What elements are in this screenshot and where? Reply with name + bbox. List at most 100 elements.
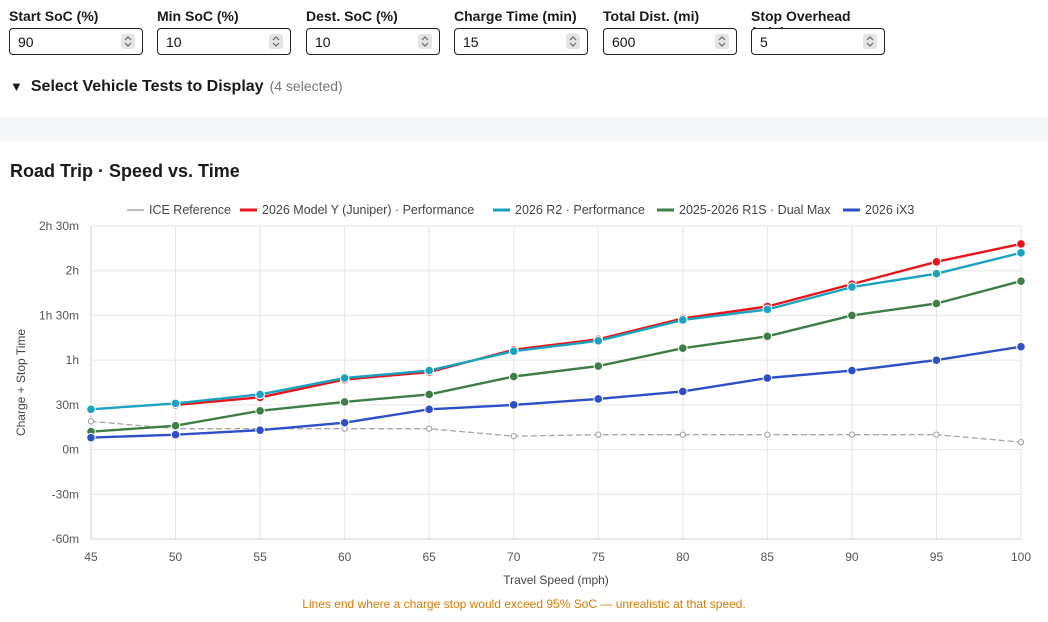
total-dist-input[interactable] <box>604 29 712 54</box>
total-dist-box[interactable] <box>603 28 737 55</box>
data-point <box>847 365 857 376</box>
min-soc-stepper[interactable] <box>269 34 283 49</box>
x-tick-label: 50 <box>169 550 183 564</box>
dest-soc-box[interactable] <box>306 28 440 55</box>
data-point <box>595 431 602 438</box>
x-tick-label: 55 <box>253 550 267 564</box>
dest-soc-stepper[interactable] <box>418 34 432 49</box>
data-point <box>931 298 942 309</box>
start-soc-field: Start SoC (%) <box>9 8 145 55</box>
y-tick-label: 30m <box>56 398 79 412</box>
total-dist-field: Total Dist. (mi) <box>603 8 739 55</box>
start-soc-box[interactable] <box>9 28 143 55</box>
data-point <box>593 361 604 371</box>
y-tick-label: 2h 30m <box>39 219 79 233</box>
min-soc-field: Min SoC (%) <box>157 8 293 55</box>
x-tick-label: 100 <box>1011 550 1031 564</box>
data-point <box>678 343 688 354</box>
charge-time-input[interactable] <box>455 29 563 54</box>
disclosure-triangle-icon: ▼ <box>10 79 23 94</box>
dest-soc-input[interactable] <box>307 29 415 54</box>
data-point <box>931 256 942 267</box>
x-tick-label: 65 <box>423 550 437 564</box>
data-point <box>86 404 96 415</box>
x-tick-label: 75 <box>592 550 606 564</box>
x-tick-label: 60 <box>338 550 352 564</box>
x-tick-label: 85 <box>761 550 775 564</box>
data-point <box>339 373 350 383</box>
dest-soc-field: Dest. SoC (%) <box>306 8 442 55</box>
data-point <box>848 431 856 438</box>
data-point <box>933 431 940 438</box>
data-point <box>678 386 688 397</box>
stop-overhead-input[interactable] <box>752 29 860 54</box>
data-point <box>679 431 687 438</box>
y-tick-label: -30m <box>52 487 79 501</box>
stop-overhead-stepper[interactable] <box>863 34 877 49</box>
chart-title: Road Trip · Speed vs. Time <box>10 161 240 181</box>
legend-entry: 2025-2026 R1S · Dual Max <box>679 203 831 217</box>
charge-time-stepper[interactable] <box>566 34 580 49</box>
y-tick-label: 0m <box>62 443 79 457</box>
charge-time-label: Charge Time (min) <box>454 8 577 24</box>
data-point <box>593 394 604 404</box>
data-point <box>593 335 604 346</box>
legend-entry: 2026 iX3 <box>865 203 914 217</box>
data-point <box>510 432 517 440</box>
charge-time-field: Charge Time (min) <box>454 8 590 55</box>
data-point <box>424 404 434 415</box>
data-point <box>1017 438 1025 446</box>
data-point <box>255 406 265 416</box>
stepper-arrows-icon <box>272 36 280 47</box>
data-point <box>424 389 434 400</box>
data-point <box>255 389 265 400</box>
data-point <box>931 355 942 365</box>
x-tick-label: 95 <box>930 550 944 564</box>
stepper-arrows-icon <box>866 36 874 47</box>
data-point <box>424 365 434 376</box>
stepper-arrows-icon <box>421 36 429 47</box>
data-point <box>764 431 771 438</box>
chart-footnote: Lines end where a charge stop would exce… <box>302 597 746 611</box>
stop-overhead-label: Stop Overhead (min) <box>751 8 851 40</box>
series-line <box>90 420 1022 443</box>
section-divider <box>0 118 1048 141</box>
start-soc-stepper[interactable] <box>121 34 135 49</box>
y-tick-label: 1h <box>66 353 79 367</box>
data-point <box>255 425 265 435</box>
min-soc-label: Min SoC (%) <box>157 8 239 24</box>
x-tick-label: 80 <box>676 550 690 564</box>
controls-bar: Start SoC (%) Min SoC (%) Dest. SoC (%) … <box>0 0 1048 118</box>
data-point <box>678 315 688 325</box>
data-point <box>847 310 857 321</box>
stepper-arrows-icon <box>569 36 577 47</box>
stepper-arrows-icon <box>718 36 726 47</box>
data-point <box>762 331 773 342</box>
data-point <box>170 398 181 409</box>
legend-entry: 2026 Model Y (Juniper) · Performance <box>262 203 474 217</box>
y-axis-label: Charge + Stop Time <box>14 329 28 436</box>
data-point <box>87 418 95 425</box>
series-line <box>89 279 1023 433</box>
data-point <box>339 417 350 428</box>
min-soc-input[interactable] <box>158 29 266 54</box>
total-dist-label: Total Dist. (mi) <box>603 8 700 24</box>
start-soc-input[interactable] <box>10 29 118 54</box>
vehicle-tests-toggle[interactable]: ▼ Select Vehicle Tests to Display (4 selec… <box>10 76 343 98</box>
data-point <box>847 282 857 292</box>
total-dist-stepper[interactable] <box>715 34 729 49</box>
data-point <box>508 400 519 410</box>
legend-entry: 2026 R2 · Performance <box>515 203 645 217</box>
x-tick-label: 70 <box>507 550 521 564</box>
y-tick-label: 2h <box>66 264 79 278</box>
data-point <box>1016 276 1026 286</box>
data-point <box>762 373 773 383</box>
stop-overhead-box[interactable] <box>751 28 885 55</box>
min-soc-box[interactable] <box>157 28 291 55</box>
data-point <box>339 397 350 407</box>
series-line <box>89 345 1023 439</box>
vehicle-tests-count: (4 selected) <box>269 78 343 94</box>
data-point <box>86 432 96 443</box>
data-point <box>931 268 942 279</box>
charge-time-box[interactable] <box>454 28 588 55</box>
